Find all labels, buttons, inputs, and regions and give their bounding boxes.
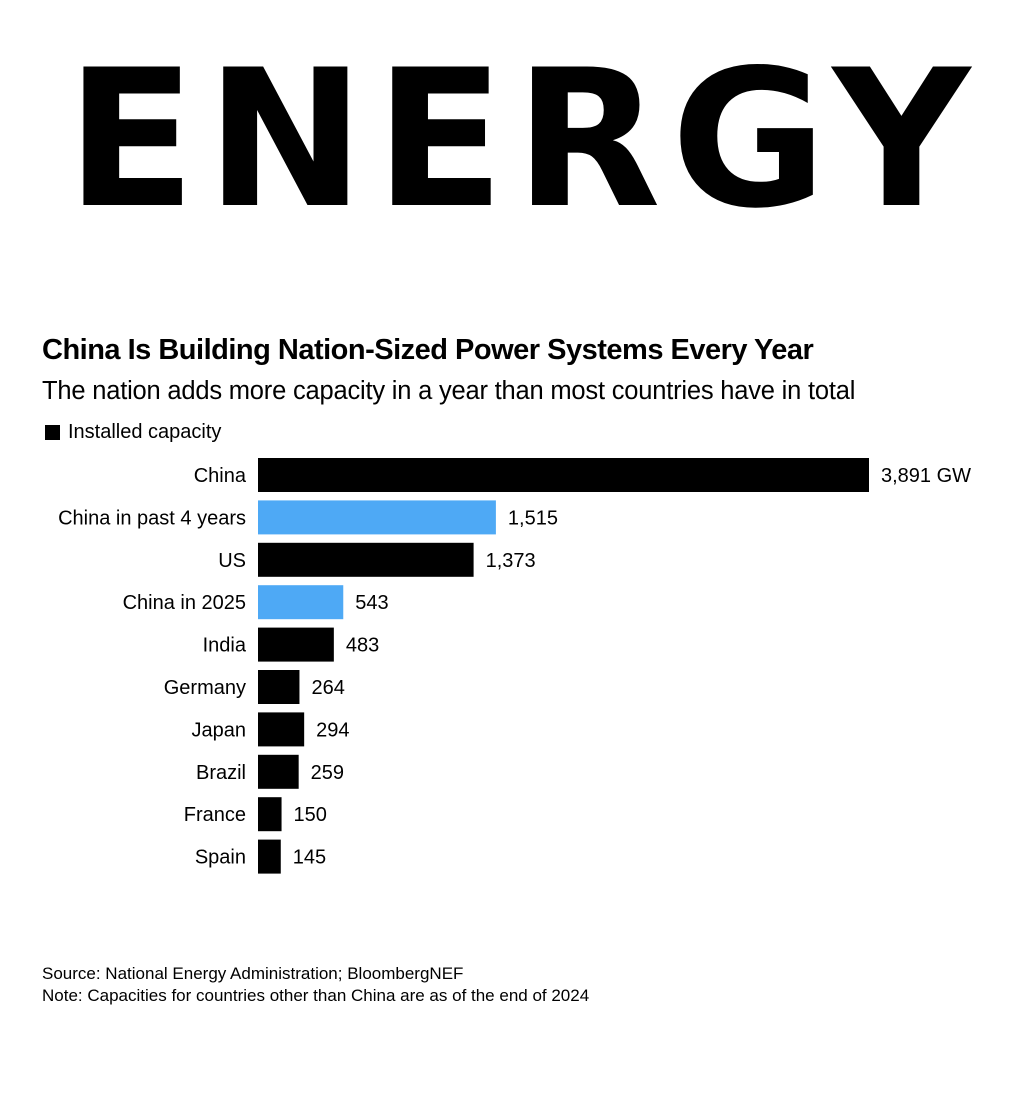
chart-title: China Is Building Nation-Sized Power Sys… (42, 334, 814, 366)
bar-brazil (258, 754, 299, 789)
category-label-china-in-past-4-years: China in past 4 years (58, 507, 246, 529)
bar-germany (258, 670, 300, 704)
bar-france (258, 797, 282, 832)
bar-us (258, 542, 474, 577)
value-label-spain: 145 (293, 847, 326, 869)
value-label-china-in-2025: 543 (355, 592, 388, 614)
value-label-germany: 264 (311, 677, 344, 699)
bar-spain (258, 839, 281, 874)
value-label-brazil: 259 (311, 762, 344, 784)
chart-footer: Source: National Energy Administration; … (42, 963, 589, 1007)
bar-india (258, 627, 334, 662)
bar-chart: China 3,891 GW China in past 4 years 1,515 U… (58, 458, 971, 874)
category-label-germany: Germany (164, 677, 246, 699)
category-label-us: US (218, 550, 246, 572)
energy-banner: ENERGY (66, 29, 981, 250)
bar-china (258, 458, 869, 492)
chart-legend: Installed capacity (45, 421, 221, 444)
bar-china-in-past-4-years (258, 500, 496, 535)
legend-label: Installed capacity (68, 421, 222, 443)
value-label-japan: 294 (316, 719, 349, 741)
legend-swatch (45, 425, 60, 440)
value-label-us: 1,373 (486, 550, 536, 572)
category-label-japan: Japan (192, 719, 247, 741)
chart-subtitle: The nation adds more capacity in a year … (42, 377, 856, 405)
category-label-spain: Spain (195, 847, 246, 869)
source-note: Source: National Energy Administration; … (42, 964, 464, 983)
capacity-note: Note: Capacities for countries other tha… (42, 986, 590, 1005)
value-label-china: 3,891 GW (881, 465, 971, 487)
category-label-china-in-2025: China in 2025 (123, 592, 246, 614)
category-label-france: France (184, 804, 246, 826)
category-label-india: India (203, 635, 247, 657)
category-label-china: China (194, 465, 247, 487)
value-label-china-in-past-4-years: 1,515 (508, 507, 558, 529)
value-label-india: 483 (346, 635, 379, 657)
value-label-france: 150 (294, 804, 327, 826)
category-label-brazil: Brazil (196, 762, 246, 784)
bar-china-in-2025 (258, 585, 344, 620)
bar-japan (258, 712, 305, 747)
